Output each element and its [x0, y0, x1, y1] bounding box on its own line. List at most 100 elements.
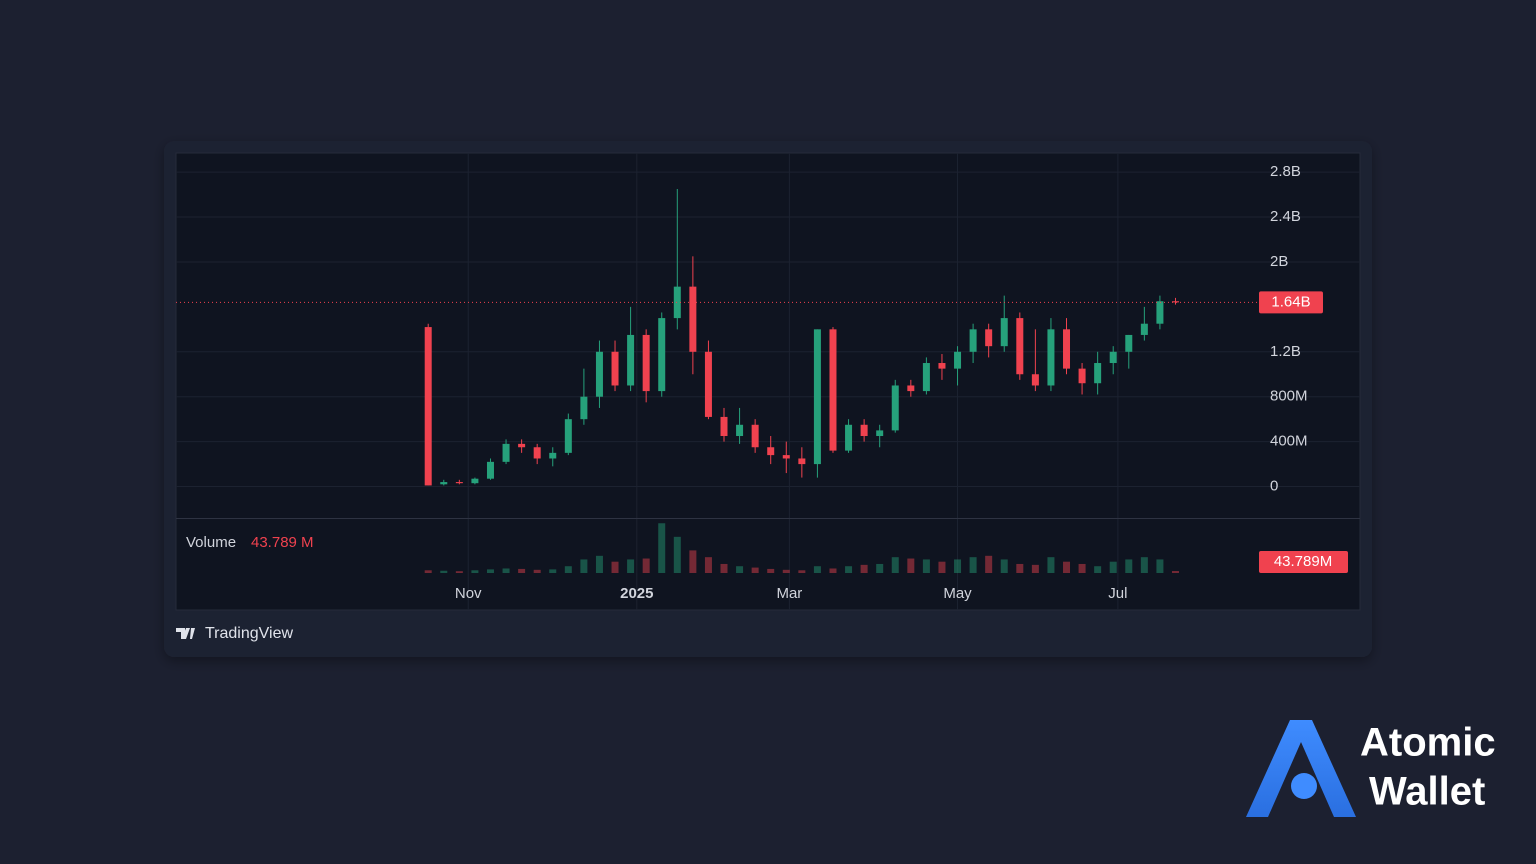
volume-bar — [1094, 566, 1102, 573]
volume-bar — [471, 570, 479, 573]
candle-body — [455, 482, 463, 484]
candle-body — [751, 424, 759, 448]
volume-bar — [938, 561, 946, 573]
logo-line1: Atomic — [1360, 721, 1496, 765]
candle-body — [954, 351, 962, 369]
candle-body — [829, 329, 837, 451]
logo-line2: Wallet — [1369, 770, 1485, 814]
volume-bar — [424, 570, 432, 573]
volume-bar — [876, 563, 884, 573]
volume-bar — [751, 567, 759, 573]
x-tick-label: May — [943, 585, 972, 602]
candle-body — [658, 318, 666, 392]
volume-bar — [845, 566, 853, 573]
candle-body — [673, 286, 681, 319]
candle-body — [860, 424, 868, 437]
volume-legend-name: Volume — [186, 534, 236, 551]
volume-bar — [455, 571, 463, 573]
volume-bar — [1140, 557, 1148, 573]
volume-bar — [549, 569, 557, 573]
candle-body — [1156, 301, 1164, 324]
candle-body — [720, 416, 728, 437]
candle-body — [1094, 363, 1102, 384]
last-volume-box — [1259, 551, 1348, 573]
volume-bar — [736, 566, 744, 573]
candle-body — [1140, 323, 1148, 335]
volume-bar — [689, 550, 697, 573]
volume-bar — [782, 569, 790, 573]
candle-body — [533, 447, 541, 459]
candle-body — [424, 327, 432, 486]
volume-bar — [673, 536, 681, 573]
volume-bar — [486, 569, 494, 573]
candle-body — [1171, 301, 1179, 303]
candle-body — [1047, 329, 1055, 386]
candle-body — [938, 363, 946, 369]
candle-body — [1016, 318, 1024, 375]
brand-text: TradingView — [205, 625, 293, 642]
volume-bar — [860, 564, 868, 573]
candle-body — [689, 286, 697, 352]
volume-bar — [1109, 561, 1117, 573]
candle-body — [549, 452, 557, 459]
candle-body — [471, 478, 479, 484]
volume-bar — [720, 563, 728, 573]
atomic-logo-icon — [1246, 720, 1356, 817]
candle-body — [922, 363, 930, 392]
candle-body — [704, 351, 712, 417]
candle-body — [595, 351, 603, 397]
volume-bar — [907, 558, 915, 573]
volume-bar — [564, 566, 572, 573]
chart-area — [175, 152, 1361, 611]
last-price-box — [1259, 291, 1323, 314]
last-price-label: 1.64B — [1271, 293, 1310, 310]
x-tick-label: Mar — [776, 585, 802, 602]
volume-bar — [1016, 563, 1024, 573]
candle-body — [518, 443, 526, 448]
y-tick-label: 1.2B — [1270, 343, 1301, 360]
candle-body — [782, 455, 790, 459]
volume-bar — [533, 569, 541, 573]
volume-bar — [595, 555, 603, 573]
candle-body — [845, 424, 853, 451]
candle-body — [767, 447, 775, 456]
volume-bar — [1078, 563, 1086, 573]
volume-bar — [502, 568, 510, 573]
volume-bar — [518, 568, 526, 573]
volume-bar — [767, 568, 775, 573]
volume-bar — [985, 555, 993, 573]
y-tick-label: 0 — [1270, 478, 1278, 495]
candle-body — [486, 461, 494, 479]
volume-bar — [704, 557, 712, 573]
volume-bar — [1047, 557, 1055, 573]
volume-bar — [969, 557, 977, 573]
candle-body — [580, 396, 588, 420]
candle-body — [985, 329, 993, 347]
volume-bar — [891, 557, 899, 573]
y-tick-label: 2B — [1270, 253, 1288, 270]
volume-bar — [813, 566, 821, 573]
candle-body — [564, 419, 572, 453]
candle-body — [440, 482, 448, 485]
y-tick-label: 800M — [1270, 388, 1308, 405]
last-volume-label: 43.789M — [1274, 553, 1332, 570]
y-tick-label: 2.8B — [1270, 163, 1301, 180]
volume-bar — [922, 559, 930, 573]
volume-bar — [954, 559, 962, 573]
x-tick-label: Nov — [455, 585, 482, 602]
candle-body — [907, 385, 915, 392]
candle-body — [969, 329, 977, 352]
volume-bar — [658, 523, 666, 573]
volume-bar — [1156, 559, 1164, 573]
volume-bar — [440, 570, 448, 573]
candle-body — [1000, 318, 1008, 347]
candle-body — [1031, 374, 1039, 386]
candle-body — [502, 443, 510, 462]
candle-body — [642, 334, 650, 392]
volume-bar — [1171, 571, 1179, 573]
tv-logo — [176, 628, 195, 639]
x-tick-label: Jul — [1108, 585, 1127, 602]
candle-body — [813, 329, 821, 465]
candle-body — [1125, 334, 1133, 352]
volume-bar — [1125, 559, 1133, 573]
